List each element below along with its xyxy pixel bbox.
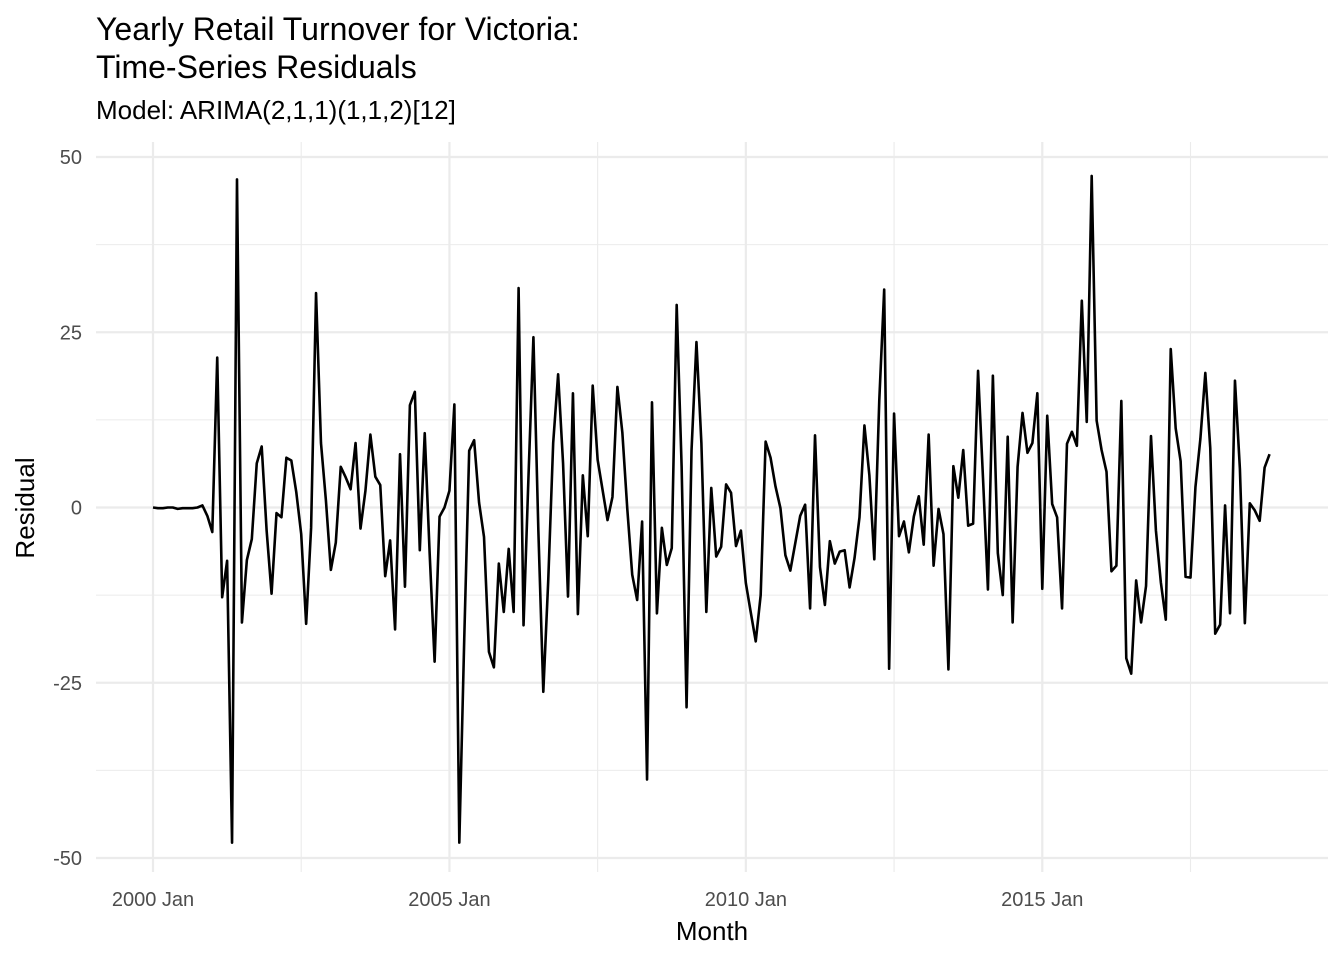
chart-title-line-1: Yearly Retail Turnover for Victoria:	[96, 11, 580, 47]
y-axis-title: Residual	[10, 457, 40, 558]
y-tick-label: 50	[60, 147, 82, 169]
residual-series	[152, 174, 1271, 844]
x-axis-title: Month	[676, 916, 748, 946]
x-axis-tick-labels: 2000 Jan 2005 Jan 2010 Jan 2015 Jan	[112, 889, 1084, 911]
chart-subtitle: Model: ARIMA(2,1,1)(1,1,2)[12]	[96, 95, 456, 125]
x-tick-label: 2010 Jan	[705, 889, 787, 911]
y-tick-label: 0	[71, 498, 82, 520]
residual-line	[152, 174, 1271, 844]
x-tick-label: 2005 Jan	[408, 889, 490, 911]
x-tick-label: 2015 Jan	[1001, 889, 1083, 911]
y-tick-label: -25	[53, 673, 82, 695]
y-axis-tick-labels: 50 25 0 -25 -50	[53, 147, 82, 870]
chart-title: Yearly Retail Turnover for Victoria: Tim…	[96, 10, 580, 86]
x-tick-label: 2000 Jan	[112, 889, 194, 911]
y-tick-label: -50	[53, 848, 82, 870]
y-tick-label: 25	[60, 322, 82, 344]
chart-title-line-2: Time-Series Residuals	[96, 49, 417, 85]
major-gridlines	[96, 142, 1328, 872]
